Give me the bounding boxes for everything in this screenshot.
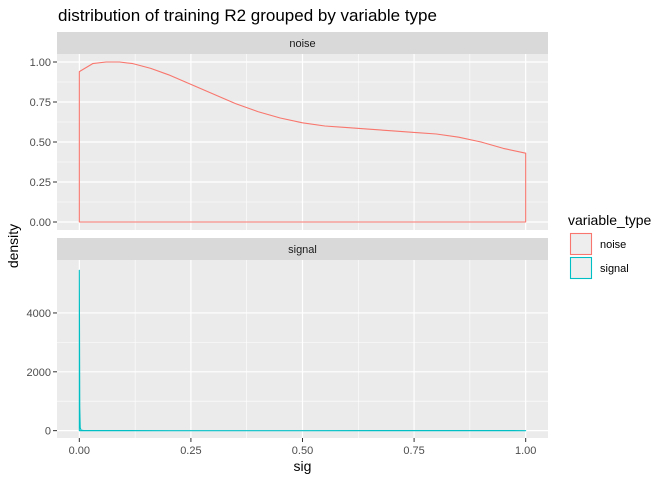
y-tick-label: 0.75: [30, 97, 51, 109]
x-axis-title: sig: [294, 458, 312, 474]
density-curve-noise: [78, 61, 527, 223]
series-noise: [78, 61, 527, 223]
y-tick-label: 2000: [27, 367, 51, 379]
y-tick-label: 0.25: [30, 177, 51, 189]
x-axis: 0.00 0.25 0.50 0.75 1.00: [69, 438, 536, 457]
x-tick-label: 0.00: [69, 445, 90, 457]
legend-key-noise: [569, 232, 593, 256]
x-tick-label: 0.50: [292, 445, 313, 457]
legend-key-signal: [569, 256, 593, 280]
facet-strip-signal: [57, 238, 548, 260]
x-tick-label: 1.00: [515, 445, 536, 457]
y-axis-title: density: [5, 224, 21, 268]
y-tick-label: 1.00: [30, 57, 51, 69]
facet-strip-label-noise: noise: [289, 38, 315, 50]
facet-strip-noise: [57, 32, 548, 54]
density-curve-signal: [78, 269, 527, 432]
chart-title: distribution of training R2 grouped by v…: [58, 6, 437, 25]
series-signal: [78, 269, 527, 432]
y-axis-signal: 0 2000 4000: [27, 308, 57, 438]
legend-title: variable_type: [568, 212, 651, 228]
legend-label-noise: noise: [600, 239, 626, 251]
y-tick-label: 0.00: [30, 217, 51, 229]
y-tick-label: 4000: [27, 308, 51, 320]
legend-label-signal: signal: [600, 263, 629, 275]
y-axis-noise: 0.00 0.25 0.50 0.75 1.00: [30, 57, 57, 229]
y-tick-label: 0.50: [30, 137, 51, 149]
x-tick-label: 0.25: [180, 445, 201, 457]
facet-strip-label-signal: signal: [288, 244, 317, 256]
x-tick-label: 0.75: [403, 445, 424, 457]
legend: noise signal: [569, 232, 629, 280]
y-tick-label: 0: [45, 426, 51, 438]
